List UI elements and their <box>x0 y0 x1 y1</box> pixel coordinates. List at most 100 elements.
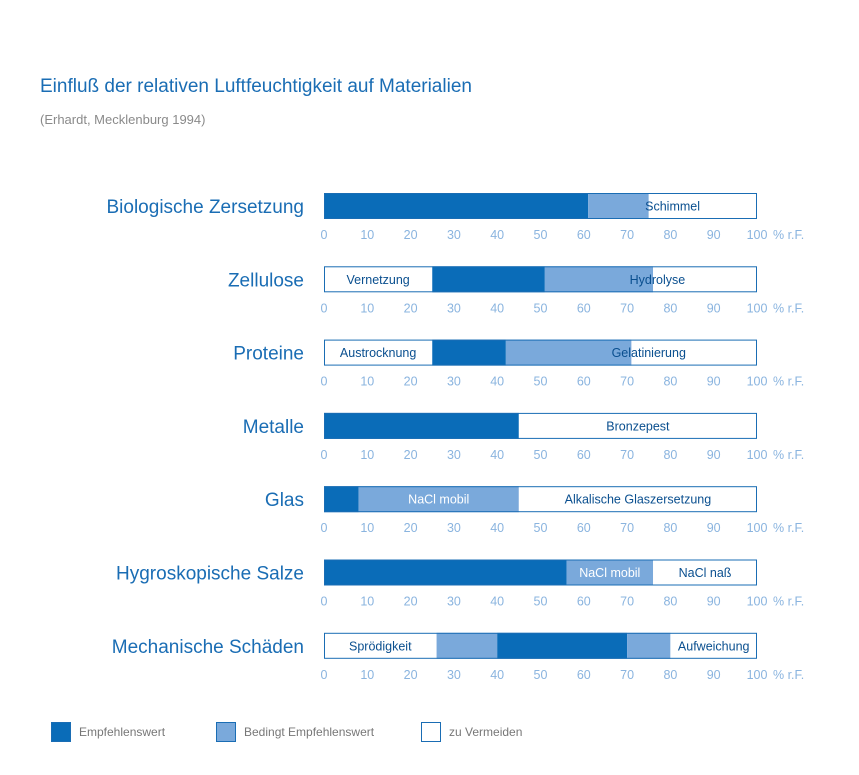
x-unit-label: % r.F. <box>773 668 804 682</box>
bar-outline <box>324 486 757 513</box>
x-tick-label: 40 <box>490 448 504 462</box>
bar-segment <box>358 486 519 513</box>
x-tick-label: 60 <box>577 301 591 315</box>
legend-swatch-empfohlen <box>51 722 71 742</box>
segment-label: Bronzepest <box>606 419 670 433</box>
x-tick-label: 0 <box>321 595 328 609</box>
legend-label-empfohlen: Empfehlenswert <box>79 725 166 739</box>
legend-swatch-vermeiden <box>421 722 441 742</box>
x-tick-label: 80 <box>663 448 677 462</box>
bar-segment <box>648 193 757 219</box>
x-unit-label: % r.F. <box>773 301 804 315</box>
bar-segment <box>505 339 632 366</box>
bar-outline <box>324 559 757 586</box>
x-unit-label: % r.F. <box>773 448 804 462</box>
bar-outline <box>324 193 757 219</box>
x-tick-label: 100 <box>747 448 768 462</box>
x-tick-label: 0 <box>321 228 328 242</box>
segment-label: Sprödigkeit <box>349 639 412 653</box>
x-tick-label: 70 <box>620 521 634 535</box>
x-tick-label: 40 <box>490 375 504 389</box>
x-tick-label: 30 <box>447 668 461 682</box>
segment-label: Vernetzung <box>347 273 410 287</box>
x-tick-label: 80 <box>663 375 677 389</box>
segment-label: Alkalische Glaszersetzung <box>565 493 712 507</box>
row-label: Metalle <box>243 417 304 438</box>
bar-segment <box>324 266 433 293</box>
bar-segment <box>497 632 628 659</box>
x-tick-label: 40 <box>490 228 504 242</box>
x-unit-label: % r.F. <box>773 595 804 609</box>
bar-segment <box>631 339 757 366</box>
x-tick-label: 100 <box>747 521 768 535</box>
bar-segment <box>653 559 757 586</box>
x-tick-label: 10 <box>360 228 374 242</box>
x-tick-label: 90 <box>707 228 721 242</box>
segment-label: NaCl mobil <box>408 493 469 507</box>
segment-annotation: Gelatinierung <box>612 346 686 360</box>
x-tick-label: 90 <box>707 301 721 315</box>
x-tick-label: 100 <box>747 228 768 242</box>
x-tick-label: 40 <box>490 668 504 682</box>
x-tick-label: 90 <box>707 595 721 609</box>
x-tick-label: 80 <box>663 301 677 315</box>
x-tick-label: 20 <box>404 228 418 242</box>
x-tick-label: 10 <box>360 521 374 535</box>
x-tick-label: 50 <box>534 228 548 242</box>
legend-item-empfohlen: Empfehlenswert <box>51 722 165 742</box>
row-label: Biologische Zersetzung <box>107 197 305 218</box>
x-tick-label: 40 <box>490 521 504 535</box>
x-tick-label: 70 <box>620 301 634 315</box>
row-label: Glas <box>265 490 304 511</box>
segment-label: NaCl mobil <box>579 566 640 580</box>
bar-segment <box>324 559 567 586</box>
segment-label: Austrocknung <box>340 346 416 360</box>
bar-outline <box>324 339 757 366</box>
x-tick-label: 70 <box>620 448 634 462</box>
x-tick-label: 10 <box>360 375 374 389</box>
x-tick-label: 60 <box>577 375 591 389</box>
x-tick-label: 10 <box>360 668 374 682</box>
segment-label: NaCl naß <box>679 566 732 580</box>
x-tick-label: 50 <box>534 301 548 315</box>
x-tick-label: 90 <box>707 521 721 535</box>
bar-segment <box>324 632 437 659</box>
x-tick-label: 80 <box>663 228 677 242</box>
x-tick-label: 30 <box>447 595 461 609</box>
x-tick-label: 100 <box>747 668 768 682</box>
bar-segment <box>653 266 757 293</box>
x-tick-label: 30 <box>447 521 461 535</box>
x-tick-label: 20 <box>404 521 418 535</box>
legend-swatch-bedingt <box>216 722 236 742</box>
x-tick-label: 30 <box>447 228 461 242</box>
bar-segment <box>324 193 589 219</box>
x-tick-label: 0 <box>321 301 328 315</box>
x-tick-label: 0 <box>321 521 328 535</box>
x-tick-label: 80 <box>663 521 677 535</box>
bar-segment <box>324 486 359 513</box>
x-tick-label: 30 <box>447 301 461 315</box>
x-tick-label: 100 <box>747 301 768 315</box>
row-label: Mechanische Schäden <box>112 637 304 658</box>
x-tick-label: 60 <box>577 668 591 682</box>
bar-segment <box>432 339 506 366</box>
row-label: Hygroskopische Salze <box>116 564 304 585</box>
bar-segment <box>518 486 757 513</box>
legend-label-bedingt: Bedingt Empfehlenswert <box>244 725 375 739</box>
x-tick-label: 90 <box>707 375 721 389</box>
x-unit-label: % r.F. <box>773 375 804 389</box>
x-tick-label: 60 <box>577 228 591 242</box>
x-tick-label: 80 <box>663 668 677 682</box>
segment-label: Aufweichung <box>678 639 750 653</box>
bar-outline <box>324 266 757 293</box>
bar-segment <box>518 412 757 439</box>
chart-subtitle: (Erhardt, Mecklenburg 1994) <box>40 112 206 127</box>
x-tick-label: 50 <box>534 448 548 462</box>
bar-segment <box>566 559 654 586</box>
x-unit-label: % r.F. <box>773 521 804 535</box>
x-tick-label: 60 <box>577 521 591 535</box>
x-tick-label: 100 <box>747 375 768 389</box>
x-tick-label: 90 <box>707 668 721 682</box>
legend-item-vermeiden: zu Vermeiden <box>421 722 522 742</box>
